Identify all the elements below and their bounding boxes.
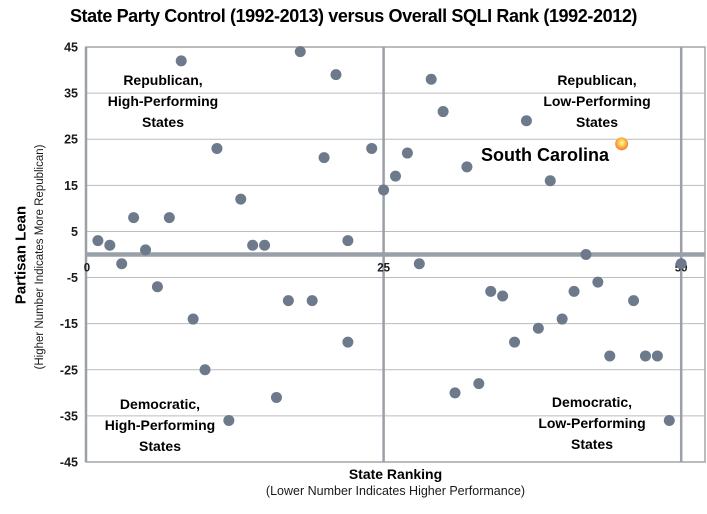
data-point	[342, 336, 354, 348]
data-point	[140, 244, 152, 256]
y-tick-label: 45	[64, 41, 78, 55]
data-point	[342, 235, 354, 247]
quadrant-label-democratic-high-performing: Democratic, High-Performing States	[104, 396, 216, 454]
data-point	[163, 212, 175, 224]
data-point	[663, 415, 675, 426]
y-tick-label: 5	[71, 225, 78, 239]
data-point	[509, 336, 521, 348]
data-point	[532, 322, 544, 334]
data-point	[151, 281, 163, 293]
data-point	[639, 350, 651, 362]
data-point	[247, 239, 259, 251]
data-point	[366, 142, 378, 154]
data-point	[651, 350, 663, 362]
data-point	[604, 350, 616, 362]
data-point	[485, 285, 497, 297]
data-point	[401, 147, 413, 159]
data-point	[104, 239, 116, 251]
data-point	[235, 193, 247, 205]
data-point	[592, 276, 604, 288]
south-carolina-annotation: South Carolina	[481, 145, 610, 165]
data-point	[175, 55, 187, 67]
x-axis-subtitle: (Lower Number Indicates Higher Performan…	[265, 484, 526, 498]
data-point	[461, 161, 473, 173]
quadrant-label-republican-high-performing: Republican, High-Performing States	[107, 72, 219, 130]
data-point	[473, 378, 485, 390]
quadrant-label-republican-low-performing: Republican, Low-Performing States	[543, 72, 651, 130]
y-tick-label: -5	[67, 271, 78, 285]
data-point	[520, 115, 532, 127]
y-tick-label: -25	[60, 363, 78, 377]
data-point	[675, 258, 687, 270]
data-point	[556, 313, 568, 325]
y-tick-label: 15	[64, 179, 78, 193]
data-point	[270, 391, 282, 403]
x-axis-title: State Ranking	[348, 466, 443, 482]
data-point	[128, 212, 140, 224]
data-point	[413, 258, 425, 270]
data-point	[318, 152, 330, 164]
x-tick-label: 25	[377, 263, 390, 275]
y-tick-label: 25	[64, 133, 78, 147]
data-point	[306, 295, 318, 307]
data-point	[211, 142, 223, 154]
data-point	[92, 235, 104, 247]
data-point	[116, 258, 128, 270]
y-tick-label: 35	[64, 87, 78, 101]
y-tick-label: -45	[60, 456, 78, 470]
data-point	[628, 295, 640, 307]
data-point	[544, 175, 556, 187]
data-point	[449, 387, 461, 399]
data-point	[378, 184, 390, 196]
data-point	[330, 69, 342, 81]
data-point	[199, 364, 211, 376]
data-point	[568, 285, 580, 297]
y-tick-label: -35	[60, 409, 78, 423]
south-carolina-point	[615, 137, 629, 151]
data-point	[437, 106, 449, 118]
chart-title: State Party Control (1992-2013) versus O…	[69, 6, 638, 26]
data-point	[259, 239, 271, 251]
y-axis-subtitle: (Higher Number Indicates More Republican…	[34, 144, 46, 370]
y-tick-label: -15	[60, 317, 78, 331]
data-point	[497, 290, 509, 302]
x-tick-label: 0	[84, 263, 90, 275]
data-point	[223, 415, 235, 426]
data-point	[580, 249, 592, 260]
data-point	[390, 170, 401, 182]
y-axis-title: Partisan Lean	[12, 205, 30, 305]
data-point	[425, 73, 437, 85]
data-point	[294, 46, 306, 58]
quadrant-label-democratic-low-performing: Democratic, Low-Performing States	[538, 394, 646, 452]
data-point	[282, 295, 294, 307]
data-point	[187, 313, 199, 325]
